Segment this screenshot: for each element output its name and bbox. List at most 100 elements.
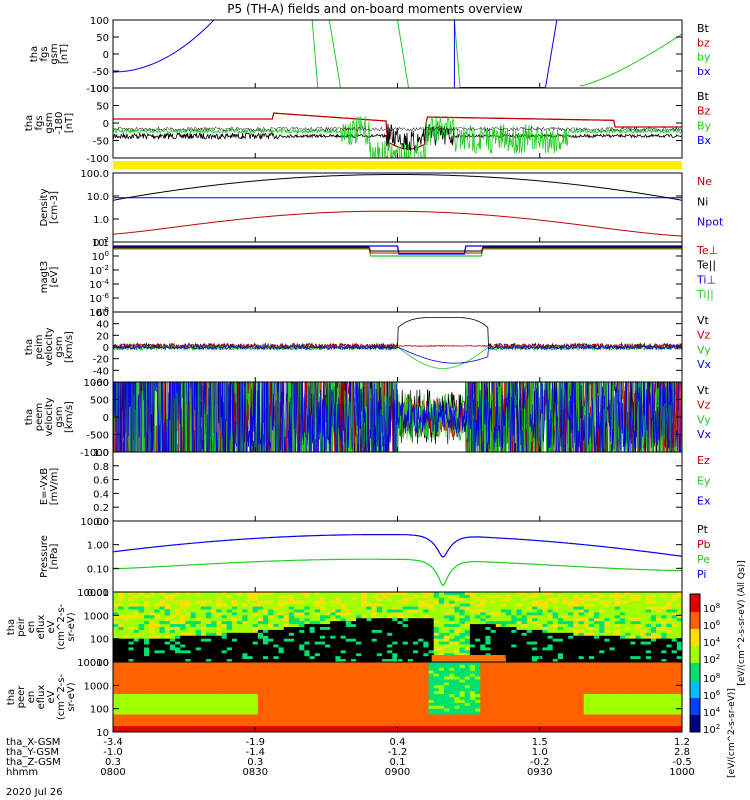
spectrogram-cell	[423, 600, 430, 605]
spectrogram-cell	[552, 635, 559, 640]
spectrogram-cell	[547, 592, 554, 596]
spectrogram-cell	[294, 656, 300, 660]
spectrogram-cell	[552, 641, 559, 645]
spectrogram-cell	[449, 685, 455, 689]
spectrogram-cell	[454, 641, 461, 645]
spectrogram-cell	[397, 691, 404, 695]
spectrogram-cell	[423, 644, 430, 648]
spectrogram-cell	[216, 635, 223, 640]
spectrogram-cell	[542, 673, 549, 678]
spectrogram-cell	[444, 664, 450, 669]
spectrogram-cell	[133, 603, 140, 608]
spectrogram-cell	[221, 632, 228, 637]
y-tick-label: 50	[96, 33, 109, 44]
spectrogram-cell	[263, 618, 269, 622]
spectrogram-cell	[413, 615, 419, 619]
spectrogram-cell	[263, 650, 269, 654]
spectrogram-cell	[578, 600, 585, 605]
spectrogram-cell	[335, 726, 342, 730]
spectrogram-cell	[464, 621, 471, 625]
spectrogram-cell	[511, 659, 517, 662]
spectrogram-cell	[397, 705, 404, 710]
spectrogram-cell	[397, 656, 404, 660]
spectrogram-cell	[304, 612, 311, 616]
spectrogram-cell	[268, 653, 274, 657]
spectrogram-cell	[283, 670, 290, 675]
spectrogram-cell	[350, 664, 357, 669]
spectrogram-cell	[500, 632, 507, 637]
spectrogram-cell	[237, 685, 243, 689]
spectrogram-cell	[449, 644, 455, 648]
spectrogram-cell	[407, 694, 414, 698]
spectrogram-cell	[392, 670, 398, 675]
spectrogram-cell	[594, 618, 600, 622]
spectrogram-cell	[407, 699, 414, 704]
spectrogram-cell	[123, 603, 130, 608]
spectrogram-cell	[221, 717, 228, 721]
spectrogram-cell	[495, 615, 502, 619]
spectrogram-cell	[113, 726, 119, 730]
spectrogram-cell	[340, 624, 347, 628]
spectrogram-cell	[350, 641, 357, 645]
spectrogram-cell	[428, 702, 435, 707]
spectrogram-cell	[314, 691, 321, 695]
spectrogram-cell	[294, 621, 300, 625]
spectrogram-cell	[273, 662, 280, 666]
spectrogram-cell	[573, 621, 580, 625]
panel-4: magt3 [eV]10210010-210-410-610-8Te⊥Te||Ti…	[39, 236, 718, 319]
spectrogram-cell	[511, 691, 517, 695]
spectrogram-cell	[516, 673, 523, 678]
spectrogram-cell	[376, 656, 383, 660]
spectrogram-cell	[304, 720, 311, 724]
spectrogram-cell	[495, 694, 502, 698]
spectrogram-cell	[180, 650, 186, 654]
spectrogram-cell	[144, 673, 150, 678]
spectrogram-cell	[376, 711, 383, 715]
spectrogram-cell	[211, 664, 217, 669]
spectrogram-cell	[666, 624, 673, 628]
spectrogram-cell	[299, 708, 305, 713]
spectrogram-cell	[190, 664, 197, 669]
spectrogram-cell	[475, 606, 481, 610]
spectrogram-cell	[206, 670, 212, 675]
spectrogram-cell	[407, 720, 414, 724]
spectrogram-cell	[319, 606, 326, 610]
spectrogram-cell	[180, 632, 186, 637]
spectrogram-cell	[361, 638, 367, 643]
spectrogram-cell	[650, 603, 657, 608]
spectrogram-cell	[149, 659, 155, 662]
spectrogram-cell	[676, 609, 682, 613]
spectrogram-cell	[464, 618, 471, 622]
spectrogram-cell	[537, 708, 543, 713]
spectrogram-cell	[294, 714, 300, 718]
spectrogram-cell	[609, 624, 616, 628]
spectrogram-cell	[625, 627, 631, 631]
spectrogram-cell	[475, 597, 481, 602]
spectrogram-cell	[407, 609, 414, 613]
spectrogram-cell	[195, 592, 202, 596]
spectrogram-cell	[511, 612, 517, 616]
spectrogram-cell	[438, 691, 445, 695]
spectrogram-cell	[123, 624, 130, 628]
spectrogram-cell	[206, 635, 212, 640]
spectrogram-cell	[319, 664, 326, 669]
spectrogram-cell	[625, 641, 631, 645]
spectrogram-cell	[444, 720, 450, 724]
spectrogram-cell	[423, 662, 430, 666]
spectrogram-cell	[609, 618, 616, 622]
spectrogram-cell	[144, 697, 150, 701]
spectrogram-cell	[490, 726, 497, 730]
spectrogram-cell	[506, 618, 512, 622]
spectrogram-cell	[304, 685, 311, 689]
spectrogram-cell	[273, 679, 280, 683]
spectrogram-cell	[402, 691, 409, 695]
spectrogram-cell	[113, 653, 119, 657]
spectrogram-cell	[588, 615, 595, 619]
spectrogram-cell	[568, 638, 574, 643]
spectrogram-cell	[387, 618, 393, 622]
spectrogram-cell	[144, 688, 150, 692]
spectrogram-cell	[511, 609, 517, 613]
y-axis-label: gsm	[54, 336, 65, 357]
spectrogram-cell	[319, 594, 326, 599]
spectrogram-cell	[200, 664, 207, 669]
